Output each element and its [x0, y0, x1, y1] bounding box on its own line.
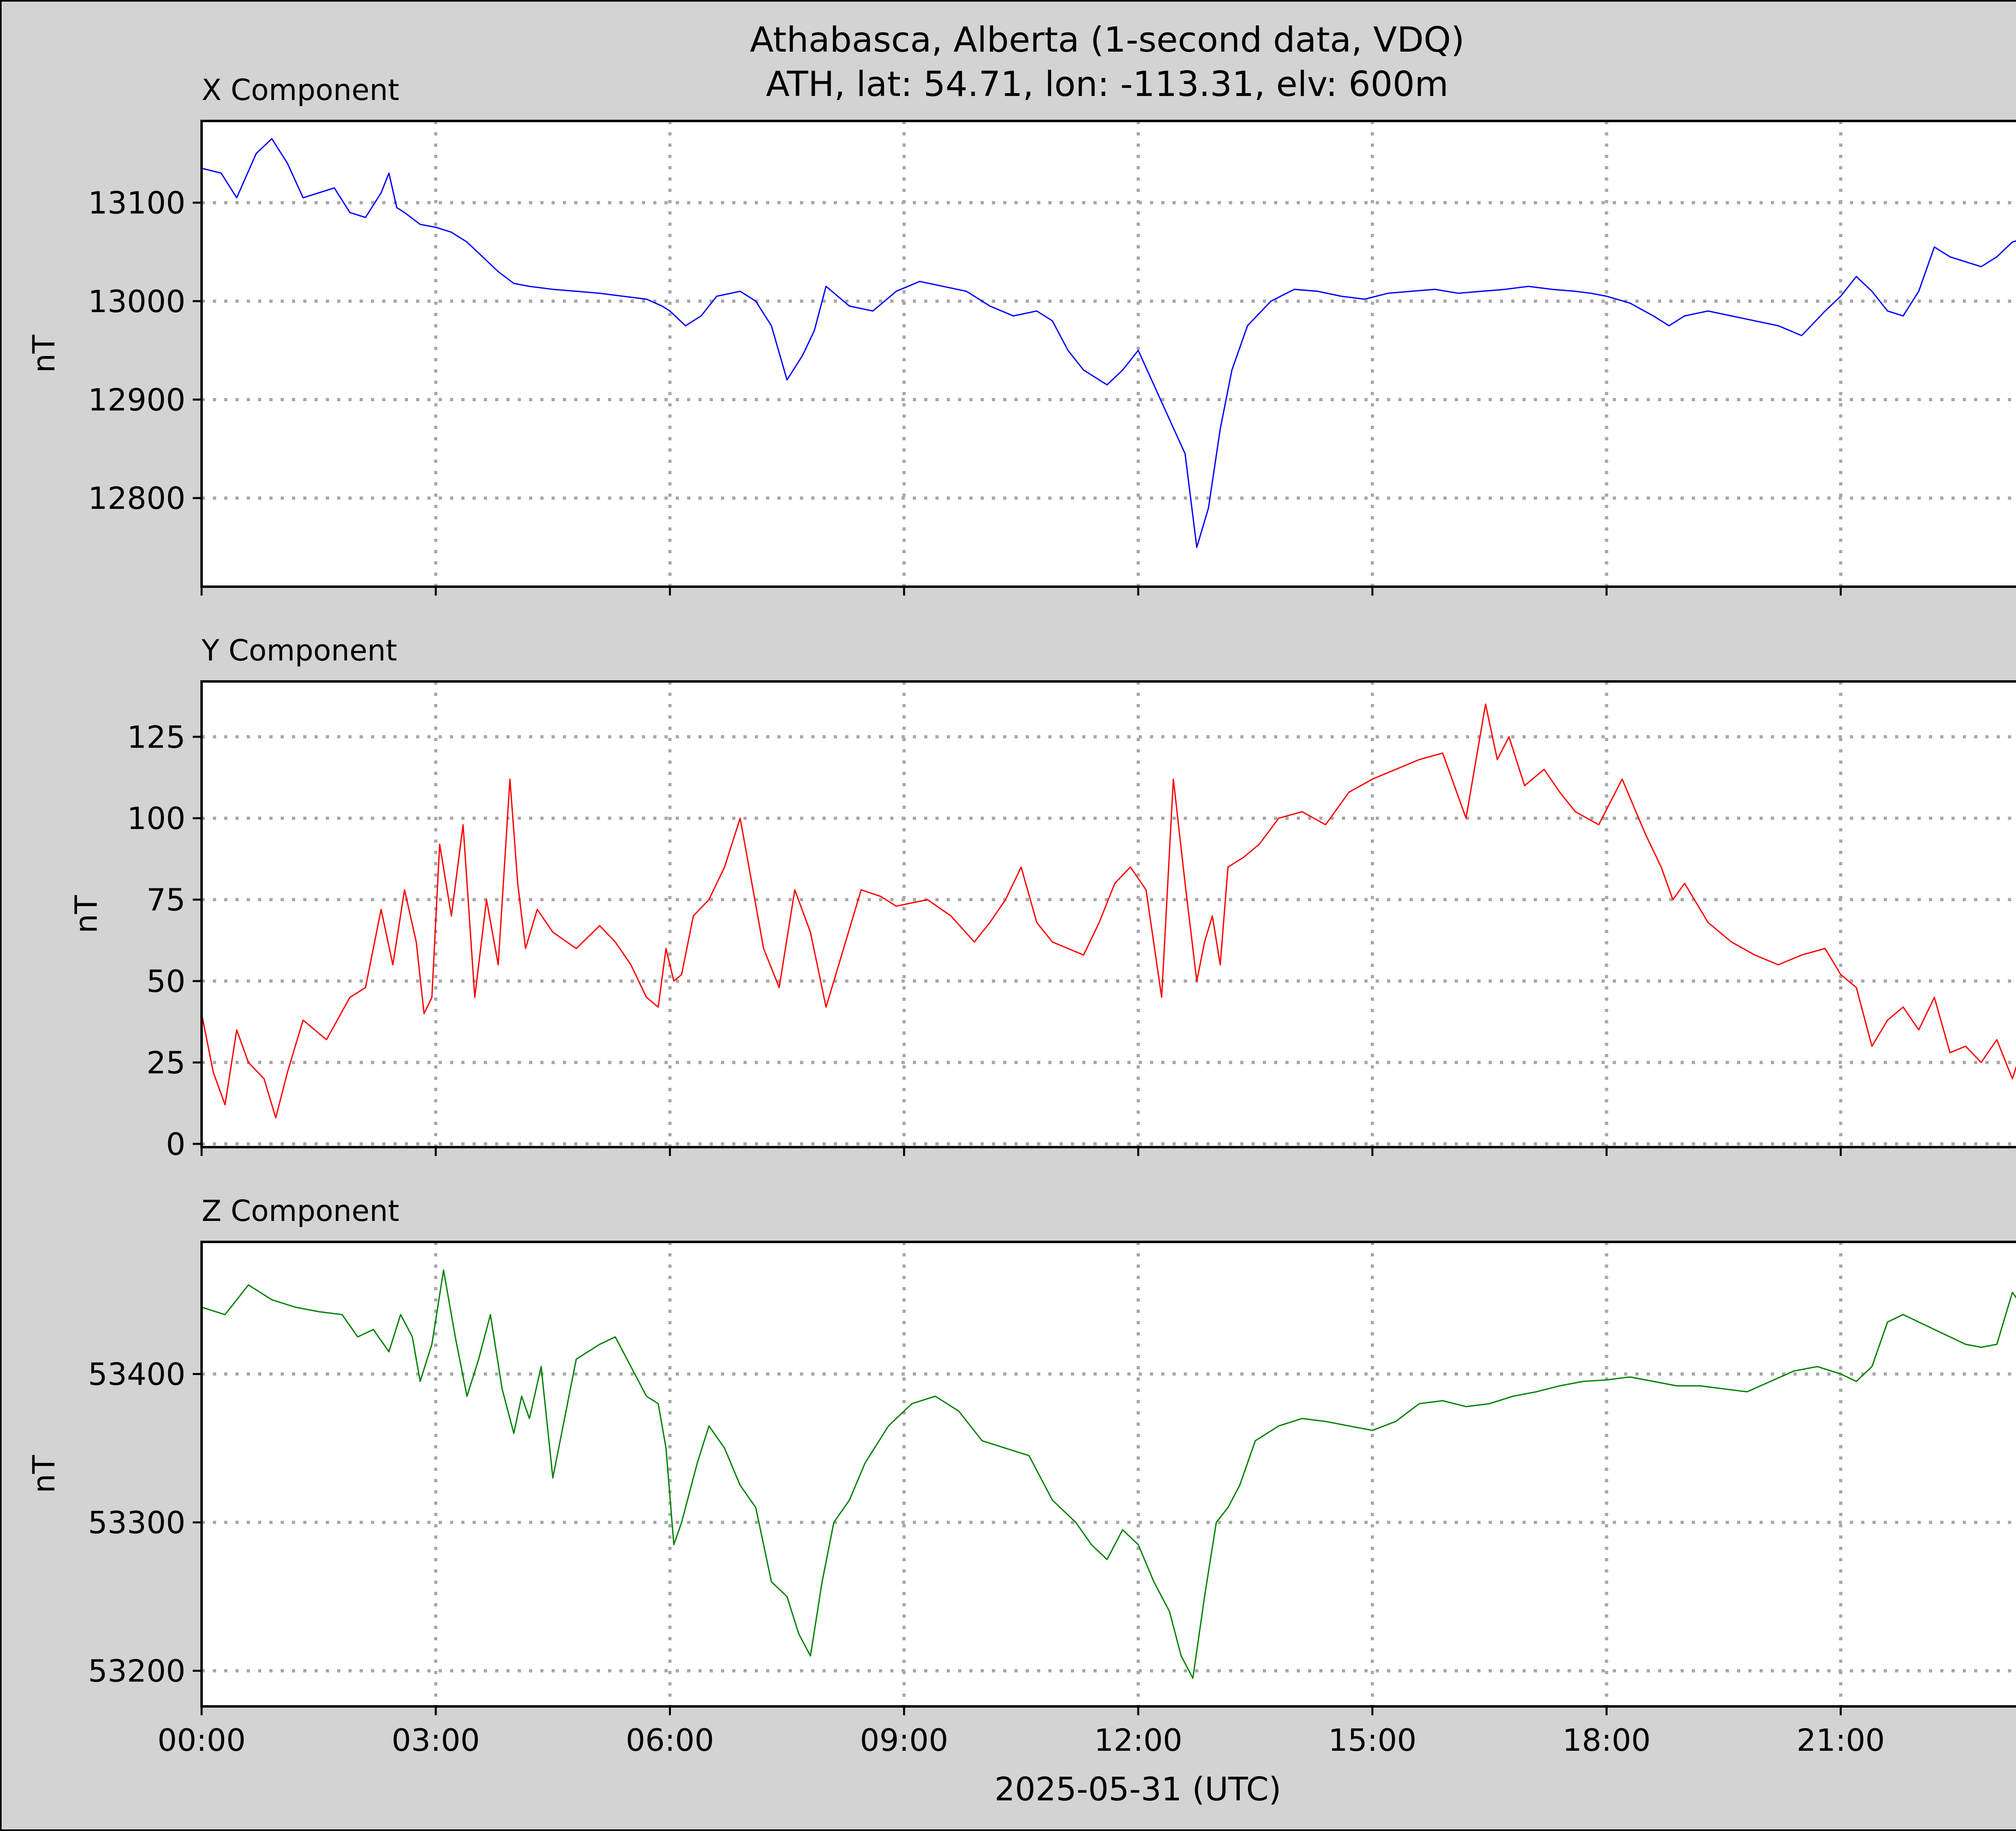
y-y-axis-label: nT [68, 895, 104, 933]
z-plot-frame [200, 1241, 2016, 1708]
y-panel-title: Y Component [201, 633, 397, 667]
z-series-line [201, 1269, 2016, 1679]
y-series-line [201, 703, 2016, 1119]
z-y-axis-label: nT [26, 1455, 62, 1493]
y-plot-area [202, 681, 2016, 1147]
y-y-tick-label: 75 [146, 882, 185, 918]
figure-title-line-2: ATH, lat: 54.71, lon: -113.31, elv: 600m [766, 64, 1449, 104]
z-y-tick-label: 53400 [88, 1356, 185, 1392]
y-y-tick-label: 50 [146, 963, 185, 999]
x-y-axis-label: nT [26, 335, 62, 373]
y-component-panel: Y Component 0 25 50 75 100 125 nT [68, 633, 2016, 1162]
x-plot-area [202, 121, 2016, 587]
x-plot-frame [200, 120, 2016, 588]
x-y-tick-label: 12900 [88, 382, 185, 418]
x-tick-label: 15:00 [1328, 1722, 1416, 1758]
x-tick-label: 06:00 [626, 1722, 714, 1758]
z-plot-area [202, 1242, 2016, 1706]
y-y-tick-label: 125 [127, 719, 185, 755]
x-component-panel: X Component 12800 12900 13000 13100 nT [26, 73, 2016, 596]
x-tick-label: 00:00 [157, 1722, 246, 1758]
x-y-tick-label: 12800 [88, 480, 185, 516]
figure-title-line-1: Athabasca, Alberta (1-second data, VDQ) [750, 20, 1464, 60]
x-tick-label: 03:00 [392, 1722, 480, 1758]
x-axis-label: 2025-05-31 (UTC) [994, 1771, 1281, 1808]
y-plot-frame [200, 680, 2016, 1148]
x-series-line [201, 138, 2016, 548]
x-tick-label: 21:00 [1797, 1722, 1885, 1758]
y-y-tick-label: 100 [127, 800, 185, 836]
z-y-tick-label: 53300 [88, 1505, 185, 1541]
x-tick-label: 09:00 [860, 1722, 948, 1758]
x-y-tick-label: 13000 [88, 283, 185, 319]
y-y-tick-label: 25 [146, 1045, 185, 1081]
y-y-tick-label: 0 [166, 1126, 185, 1162]
x-y-tick-label: 13100 [88, 185, 185, 221]
x-tick-label: 18:00 [1562, 1722, 1651, 1758]
x-tick-label: 12:00 [1094, 1722, 1182, 1758]
z-panel-title: Z Component [202, 1194, 399, 1228]
z-component-panel: Z Component 00:00 03:00 06:00 09:00 12:00 15:0… [26, 1194, 2016, 1758]
z-y-tick-label: 53200 [88, 1653, 185, 1689]
x-panel-title: X Component [202, 73, 399, 107]
